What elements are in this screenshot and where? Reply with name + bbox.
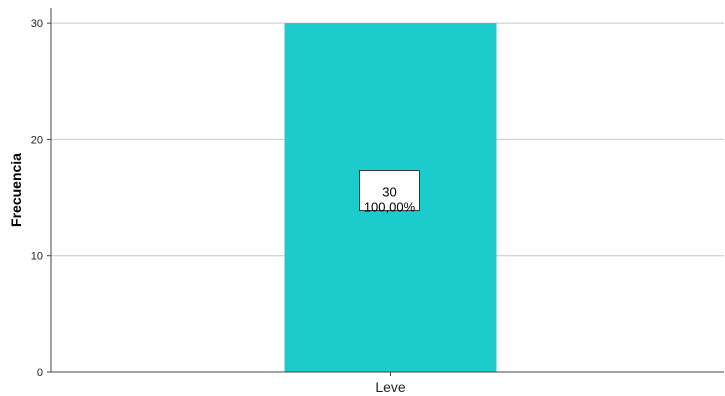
axes (50, 8, 724, 373)
y-axis-label: Frecuencia (8, 153, 24, 227)
y-tick-label-20: 20 (31, 134, 43, 146)
y-tick-labels: 0 10 20 30 (31, 18, 51, 379)
y-tick-label-0: 0 (37, 367, 43, 379)
y-tick-label-30: 30 (31, 18, 43, 30)
data-label-box (359, 170, 420, 212)
x-tick-label-leve: Leve (375, 379, 406, 395)
data-label-percent: 100,00% (364, 200, 416, 215)
y-tick-label-10: 10 (31, 251, 43, 263)
data-label-count: 30 (382, 185, 396, 200)
x-tick-labels: Leve (375, 372, 406, 395)
